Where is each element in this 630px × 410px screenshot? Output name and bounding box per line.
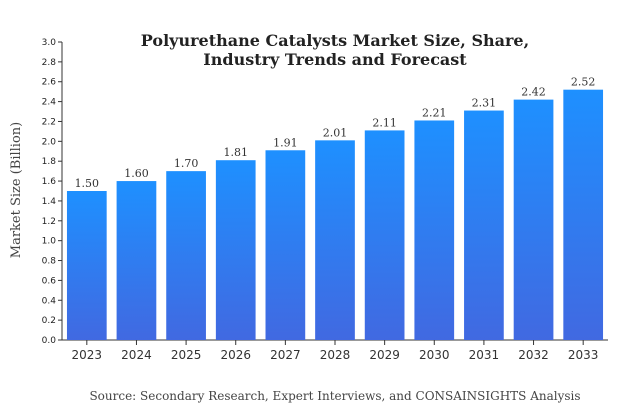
y-tick-label: 0.8 xyxy=(42,257,57,267)
y-tick-label: 1.4 xyxy=(42,197,57,207)
y-tick-label: 2.0 xyxy=(42,137,57,147)
source-note: Source: Secondary Research, Expert Inter… xyxy=(89,389,580,403)
x-tick-label-2026: 2026 xyxy=(220,348,251,362)
y-tick-label: 0.6 xyxy=(42,276,57,286)
data-label-2023: 1.50 xyxy=(75,177,100,190)
y-tick-label: 2.8 xyxy=(42,58,57,68)
data-label-2030: 2.21 xyxy=(422,106,447,119)
data-label-2028: 2.01 xyxy=(323,126,348,139)
x-tick-label-2033: 2033 xyxy=(568,348,599,362)
y-tick-label: 3.0 xyxy=(42,38,57,48)
x-tick-label-2032: 2032 xyxy=(518,348,549,362)
bar-2026 xyxy=(215,160,256,340)
y-tick-label: 0.2 xyxy=(42,316,56,326)
bar-2031 xyxy=(464,110,504,340)
y-axis-title: Market Size (Billion) xyxy=(9,122,24,258)
data-labels: 1.50 1.60 1.70 1.81 1.91 2.01 2.11 2.21 2.31 2.42… xyxy=(75,76,596,190)
y-tick-label: 2.4 xyxy=(42,98,57,108)
y-tick-label: 0.0 xyxy=(42,336,57,346)
bar-2025 xyxy=(166,171,206,340)
x-tick-label-2028: 2028 xyxy=(320,348,351,362)
data-label-2024: 1.60 xyxy=(124,167,149,180)
bars xyxy=(66,89,604,341)
x-tick-label-2031: 2031 xyxy=(469,348,500,362)
bar-2024 xyxy=(116,181,157,340)
bar-2033 xyxy=(563,89,604,341)
data-label-2025: 1.70 xyxy=(174,157,199,170)
data-label-2031: 2.31 xyxy=(472,97,497,110)
chart-title-line-1: Polyurethane Catalysts Market Size, Shar… xyxy=(141,31,529,50)
bar-2028 xyxy=(315,140,355,340)
data-label-2032: 2.42 xyxy=(521,86,546,99)
data-label-2029: 2.11 xyxy=(372,116,397,129)
bar-2027 xyxy=(265,150,306,340)
data-label-2027: 1.91 xyxy=(273,136,298,149)
bar-2030 xyxy=(414,120,455,341)
y-tick-label: 0.4 xyxy=(42,296,57,306)
x-axis: 2023 2024 2025 2026 2027 2028 2029 2030 2031 2032… xyxy=(62,339,608,362)
bar-2032 xyxy=(513,99,554,340)
x-tick-label-2023: 2023 xyxy=(72,348,103,362)
x-tick-label-2027: 2027 xyxy=(270,348,301,362)
y-tick-label: 1.0 xyxy=(42,237,57,247)
x-tick-label-2029: 2029 xyxy=(369,348,400,362)
x-tick-label-2024: 2024 xyxy=(121,348,152,362)
bar-2029 xyxy=(364,130,405,340)
y-tick-label: 2.2 xyxy=(42,117,56,127)
chart-title-line-2: Industry Trends and Forecast xyxy=(203,50,467,69)
y-tick-label: 1.8 xyxy=(42,157,57,167)
data-label-2026: 1.81 xyxy=(223,146,248,159)
y-axis: 0.0 0.2 0.4 0.6 0.8 1.0 1.2 1.4 1.6 1.8 2.0 2.2 2.4 2… xyxy=(42,38,63,346)
y-tick-label: 1.2 xyxy=(42,217,56,227)
bar-2023 xyxy=(66,191,107,340)
y-tick-label: 2.6 xyxy=(42,78,57,88)
data-label-2033: 2.52 xyxy=(571,76,596,89)
x-tick-label-2025: 2025 xyxy=(171,348,202,362)
x-tick-label-2030: 2030 xyxy=(419,348,450,362)
y-tick-label: 1.6 xyxy=(42,177,57,187)
